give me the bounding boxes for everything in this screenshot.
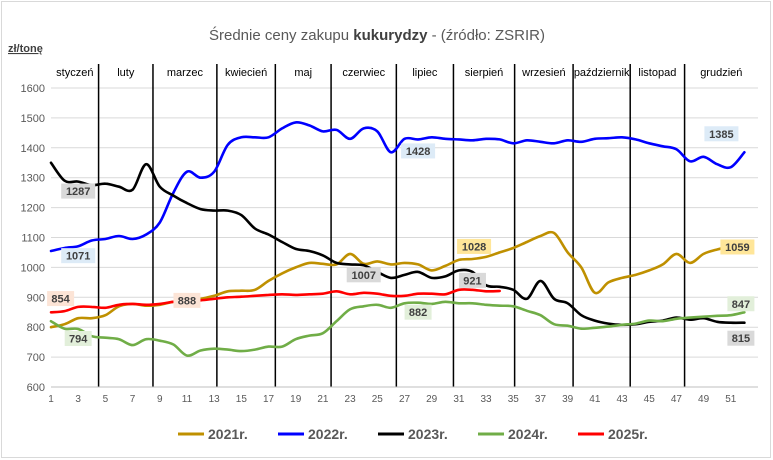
month-label: grudzień	[700, 67, 742, 79]
series-line	[49, 300, 746, 358]
data-label-bg	[64, 330, 92, 346]
data-label-bg	[727, 330, 755, 346]
x-tick-label: 47	[671, 394, 683, 405]
x-tick-label: 25	[372, 394, 384, 405]
legend-label: 2023r.	[408, 426, 448, 442]
chart-title: Średnie ceny zakupu kukurydzy - (źródło:…	[209, 26, 545, 44]
x-tick-label: 41	[589, 394, 601, 405]
data-label-layer: 1028 1059 1071 1428 1385 1287 1007 921 815 794 882…	[47, 126, 755, 346]
data-label: 921	[463, 275, 481, 287]
x-tick-label: 9	[157, 394, 163, 405]
month-label: czerwiec	[342, 67, 385, 79]
month-label: luty	[117, 67, 135, 79]
y-tick-label: 1400	[21, 143, 45, 155]
data-label: 1385	[709, 129, 733, 141]
x-tick-label: 31	[453, 394, 465, 405]
legend-label: 2025r.	[608, 426, 648, 442]
data-label: 1071	[66, 251, 90, 263]
data-label-bg	[727, 296, 755, 312]
x-tick-label: 5	[103, 394, 109, 405]
data-label-bg	[401, 143, 436, 159]
x-tick-label: 11	[182, 394, 193, 405]
data-label: 882	[409, 307, 427, 319]
x-tick-label: 29	[426, 394, 438, 405]
x-tick-label: 33	[481, 394, 493, 405]
data-label-bg	[720, 239, 755, 255]
y-axis-label: zł/tonę	[8, 43, 43, 55]
x-tick-label: 19	[290, 394, 302, 405]
data-label: 794	[69, 333, 88, 345]
axis-layer: 600 700 800 900 1000 1100 1200 1300 1400 1500 1600…	[21, 83, 758, 405]
y-tick-label: 1300	[21, 173, 45, 185]
x-tick-label: 45	[644, 394, 656, 405]
month-label: wrzesień	[521, 67, 565, 79]
x-tick-label: 37	[535, 394, 547, 405]
series-line	[49, 121, 746, 253]
y-tick-label: 1600	[21, 83, 45, 95]
month-label: kwiecień	[225, 67, 267, 79]
data-label: 1007	[351, 270, 375, 282]
x-tick-label: 17	[263, 394, 275, 405]
data-label-bg	[61, 183, 96, 199]
x-tick-label: 23	[345, 394, 357, 405]
grid-layer	[51, 87, 758, 388]
series-line	[49, 288, 501, 314]
y-tick-label: 600	[27, 382, 45, 394]
x-tick-label: 49	[698, 394, 710, 405]
legend-label: 2022r.	[308, 426, 348, 442]
x-tick-label: 21	[317, 394, 329, 405]
data-label-bg	[404, 304, 432, 320]
month-label: listopad	[638, 67, 676, 79]
series-line	[49, 230, 746, 329]
y-tick-label: 1100	[21, 233, 45, 245]
data-label-bg	[61, 248, 96, 264]
month-label: sierpień	[465, 67, 504, 79]
data-label-bg	[173, 292, 201, 308]
month-label: maj	[294, 67, 312, 79]
x-tick-label: 13	[209, 394, 221, 405]
month-label: październik	[574, 67, 630, 79]
x-tick-label: 39	[562, 394, 574, 405]
series-line	[49, 161, 746, 327]
x-tick-label: 35	[508, 394, 520, 405]
legend: 2021r. 2022r. 2023r. 2024r. 2025r.	[178, 426, 648, 442]
legend-label: 2021r.	[208, 426, 248, 442]
data-label: 888	[178, 295, 196, 307]
x-tick-label: 7	[130, 394, 136, 405]
x-tick-label: 51	[725, 394, 737, 405]
x-tick-label: 43	[616, 394, 628, 405]
data-label: 854	[51, 294, 70, 306]
series-layer	[49, 121, 746, 358]
data-label-bg	[47, 291, 75, 307]
y-tick-label: 900	[27, 292, 45, 304]
month-label: marzec	[167, 67, 204, 79]
data-label: 1428	[406, 146, 430, 158]
data-label-bg	[704, 126, 739, 142]
x-tick-label: 1	[48, 394, 54, 405]
data-label-bg	[346, 267, 381, 283]
y-tick-label: 800	[27, 322, 45, 334]
y-tick-label: 1000	[21, 262, 45, 274]
x-tick-label: 15	[236, 394, 248, 405]
month-layer: styczeń luty marzec kwiecień maj czerwiec lipi…	[56, 64, 742, 387]
data-label-bg	[458, 272, 486, 288]
y-tick-label: 1500	[21, 113, 45, 125]
month-label: lipiec	[412, 67, 438, 79]
data-label-bg	[457, 238, 492, 254]
month-label: styczeń	[56, 67, 93, 79]
data-label: 815	[732, 333, 750, 345]
y-tick-label: 1200	[21, 203, 45, 215]
x-tick-label: 27	[399, 394, 411, 405]
x-tick-label: 3	[75, 394, 81, 405]
legend-label: 2024r.	[508, 426, 548, 442]
y-tick-label: 700	[27, 352, 45, 364]
data-label: 1028	[462, 241, 486, 253]
data-label: 1059	[725, 242, 749, 254]
data-label: 847	[732, 299, 750, 311]
data-label: 1287	[66, 186, 90, 198]
